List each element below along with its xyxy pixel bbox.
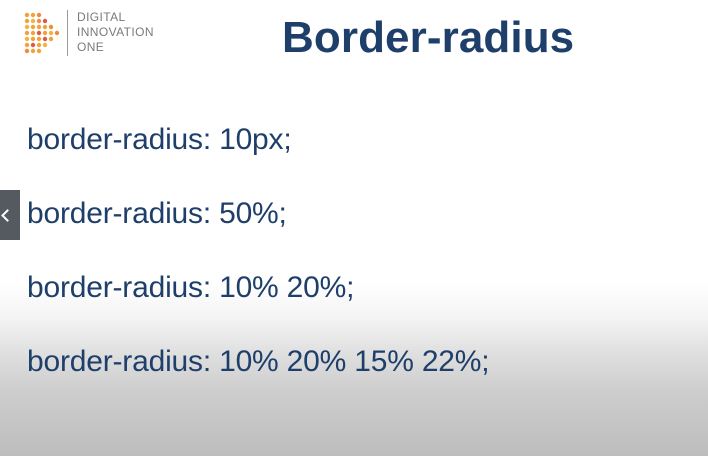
logo-line-innovation: INNOVATION (77, 25, 154, 39)
brand-logo: DIGITAL INNOVATION ONE (22, 10, 192, 58)
border-radius-example-1: border-radius: 10px; (27, 123, 292, 156)
previous-slide-button[interactable] (0, 190, 20, 240)
dio-dot-logo-icon (24, 12, 60, 54)
border-radius-example-3: border-radius: 10% 20%; (27, 271, 355, 304)
logo-divider (67, 10, 68, 56)
border-radius-example-4: border-radius: 10% 20% 15% 22%; (27, 345, 490, 378)
code-example-list: border-radius: 10px; border-radius: 50%;… (27, 118, 677, 414)
logo-line-one: ONE (77, 40, 105, 54)
chevron-left-icon (1, 208, 14, 222)
slide-title: Border-radius (282, 13, 575, 62)
logo-text: DIGITAL INNOVATION ONE (77, 10, 187, 55)
logo-line-digital: DIGITAL (77, 10, 126, 24)
border-radius-example-2: border-radius: 50%; (27, 197, 287, 230)
